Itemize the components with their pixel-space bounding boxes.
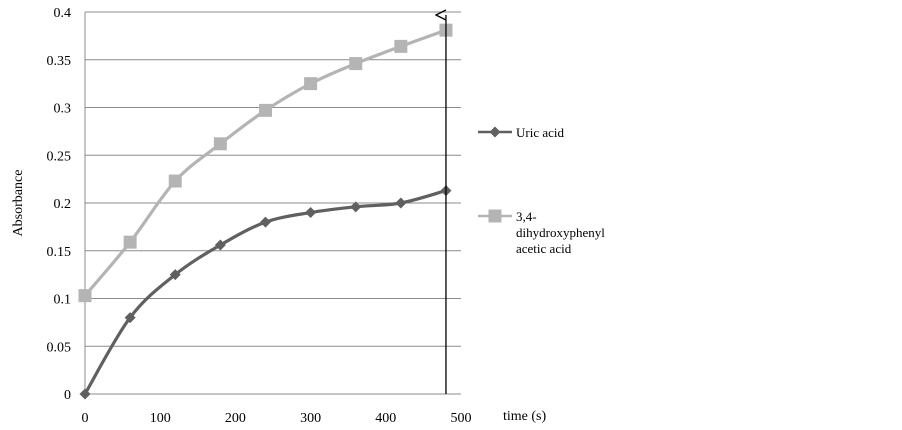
data-point-dopac <box>349 57 363 71</box>
data-point-uric-acid <box>259 216 271 228</box>
data-point-dopac <box>213 137 227 151</box>
legend-label-dopac: acetic acid <box>516 241 572 256</box>
x-axis-label: time (s) <box>503 409 546 424</box>
series-line-dopac <box>83 28 448 298</box>
data-point-uric-acid <box>395 197 407 209</box>
data-point-uric-acid <box>79 388 91 400</box>
y-tick-label: 0.3 <box>54 102 72 117</box>
y-tick-label: 0.4 <box>54 6 72 21</box>
x-tick-label: 0 <box>82 411 89 426</box>
gridlines <box>85 11 461 347</box>
y-axis-label: Absorbance <box>11 170 26 237</box>
data-point-dopac <box>123 235 137 249</box>
y-tick-label: 0.15 <box>47 245 72 260</box>
y-tick-label: 0.25 <box>47 149 72 164</box>
axes <box>84 12 461 395</box>
y-tick-label: 0.2 <box>54 197 72 212</box>
data-point-dopac <box>394 39 408 53</box>
legend-label-uric-acid: Uric acid <box>516 125 565 140</box>
data-point-uric-acid <box>305 207 317 219</box>
x-tick-label: 300 <box>300 411 321 426</box>
data-point-dopac <box>304 77 318 91</box>
legend-label-dopac: 3,4- <box>516 209 537 224</box>
y-tick-label: 0 <box>64 388 71 403</box>
data-point-dopac <box>258 103 272 117</box>
tick-labels: 0 0.05 0.1 0.15 0.2 0.25 0.3 0.35 0.4 0 100 200 300 4… <box>47 6 472 426</box>
data-point-dopac <box>168 174 182 188</box>
data-point-uric-acid <box>124 312 136 324</box>
y-tick-label: 0.1 <box>54 293 72 308</box>
data-point-uric-acid <box>214 239 226 251</box>
legend-marker-uric-acid <box>489 126 501 138</box>
data-point-uric-acid <box>350 201 362 213</box>
x-tick-label: 400 <box>375 411 396 426</box>
data-point-uric-acid <box>169 269 181 281</box>
data-point-dopac <box>78 289 92 303</box>
legend-label-dopac: dihydroxyphenyl <box>516 225 605 240</box>
x-tick-label: 500 <box>451 411 472 426</box>
x-tick-label: 200 <box>225 411 246 426</box>
y-tick-label: 0.05 <box>47 340 72 355</box>
x-tick-label: 100 <box>150 411 171 426</box>
legend-marker-dopac <box>488 209 502 223</box>
series <box>78 23 453 400</box>
y-tick-label: 0.35 <box>47 54 72 69</box>
